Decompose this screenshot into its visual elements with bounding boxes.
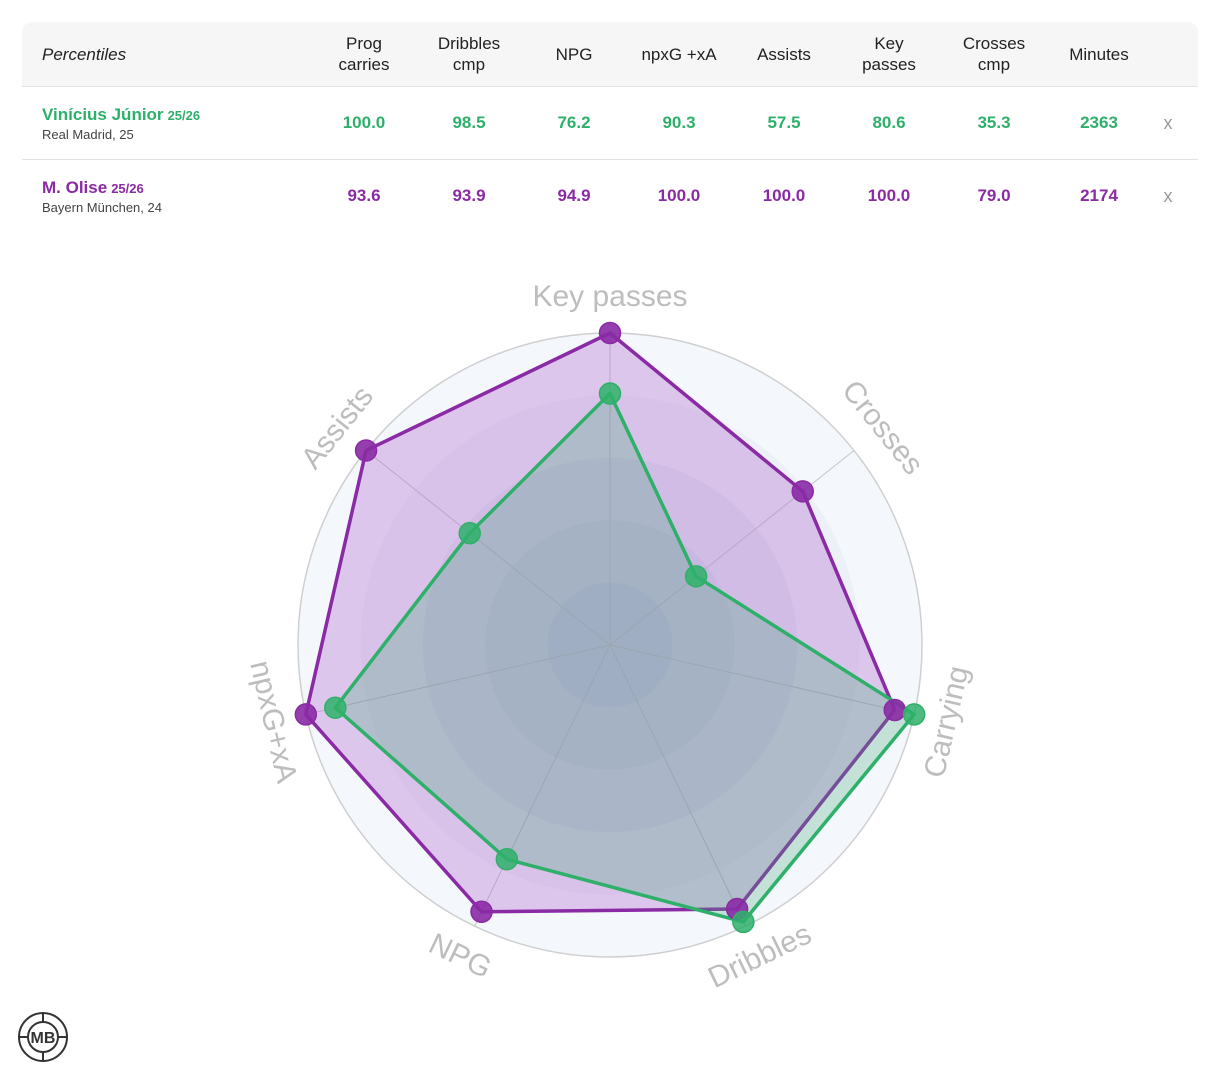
- value-cell: 100.0: [867, 186, 911, 205]
- axis-label: NPG: [424, 927, 497, 985]
- header-key-passes[interactable]: Key passes: [862, 34, 916, 74]
- value-cell: 93.6: [347, 186, 381, 205]
- value-cell: 100.0: [342, 113, 386, 132]
- series-point: [294, 703, 318, 726]
- radar-spoke: [609, 644, 915, 715]
- header-minutes[interactable]: Minutes: [1069, 44, 1129, 64]
- series-point: [470, 900, 493, 924]
- remove-player-button[interactable]: x: [1163, 185, 1173, 206]
- series-point: [495, 847, 519, 871]
- axis-label: npxG+xA: [243, 658, 303, 786]
- radar-spoke: [609, 644, 746, 927]
- header-prog-carries[interactable]: Prog carries: [338, 34, 390, 74]
- series-point: [883, 698, 906, 722]
- axis-label: Key passes: [532, 280, 687, 313]
- radar-spoke: [365, 450, 611, 646]
- value-cell: 93.9: [452, 186, 486, 205]
- axis-label: Carrying: [918, 663, 975, 781]
- series-point: [354, 439, 378, 462]
- value-cell: 90.3: [662, 113, 696, 132]
- value-cell: 100.0: [657, 186, 701, 205]
- series-point: [684, 565, 708, 588]
- value-cell: 2174: [1080, 186, 1118, 205]
- value-cell: 80.6: [872, 113, 906, 132]
- radar-spoke: [474, 644, 611, 927]
- player-season: 25/26: [111, 181, 144, 196]
- series-point: [324, 696, 347, 719]
- player-name[interactable]: M. Olise 25/26: [42, 178, 144, 197]
- header-assists[interactable]: Assists: [757, 44, 811, 64]
- header-percentiles: Percentiles: [42, 44, 127, 64]
- value-cell: 98.5: [452, 113, 486, 132]
- player-name[interactable]: Vinícius Júnior 25/26: [42, 105, 201, 124]
- table-row: Vinícius Júnior 25/26 Real Madrid, 25 100…: [22, 87, 1198, 160]
- series-point: [458, 521, 481, 545]
- series-point: [732, 910, 755, 934]
- series-point: [902, 703, 926, 726]
- header-npxg-xa[interactable]: npxG +xA: [641, 44, 717, 64]
- series-area-vinicius: [333, 391, 916, 924]
- player-season: 25/26: [167, 108, 201, 123]
- table-row: M. Olise 25/26 Bayern München, 24 93.6 93…: [22, 160, 1198, 232]
- value-cell: 35.3: [977, 113, 1011, 132]
- value-cell: 100.0: [762, 186, 806, 205]
- value-cell: 79.0: [977, 186, 1011, 205]
- header-dribbles-cmp[interactable]: Dribbles cmp: [437, 34, 501, 74]
- player-team: Bayern München, 24: [42, 200, 162, 215]
- series-point: [598, 382, 622, 405]
- value-cell: 94.9: [557, 186, 591, 205]
- radar-spoke: [305, 644, 611, 715]
- svg-text:MB: MB: [31, 1030, 56, 1047]
- series-point: [791, 480, 814, 503]
- radar-chart: Key passesCrossesCarryingDribblesNPGnpxG…: [243, 280, 975, 995]
- value-cell: 2363: [1080, 113, 1118, 132]
- remove-player-button[interactable]: x: [1163, 112, 1173, 133]
- radar-spoke: [609, 450, 855, 646]
- value-cell: 57.5: [767, 113, 801, 132]
- series-area-olise: [304, 331, 897, 914]
- series-point: [598, 321, 622, 345]
- header-npg[interactable]: NPG: [555, 44, 593, 64]
- table-header: Percentiles Prog carries Dribbles cmp NP…: [22, 22, 1198, 87]
- player-team: Real Madrid, 25: [42, 127, 134, 142]
- percentiles-table: Percentiles Prog carries Dribbles cmp NP…: [22, 22, 1198, 232]
- mb-logo: MB: [18, 1012, 68, 1062]
- value-cell: 76.2: [557, 113, 591, 132]
- header-crosses-cmp[interactable]: Crosses cmp: [962, 34, 1026, 74]
